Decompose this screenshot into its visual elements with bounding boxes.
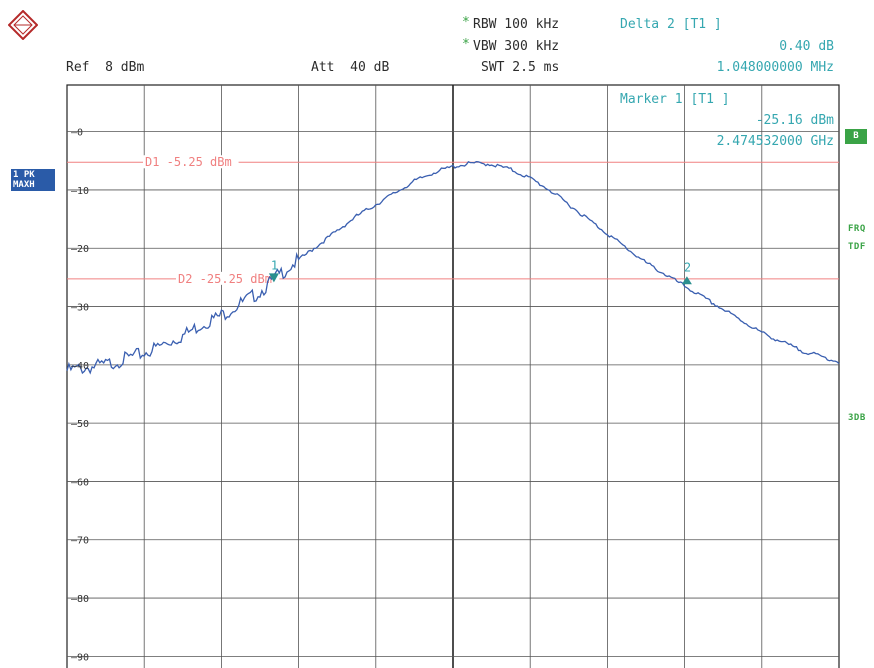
trace-line xyxy=(66,161,840,375)
y-tick-label: –80 xyxy=(71,594,89,605)
y-tick-label: –70 xyxy=(71,536,89,547)
display-lines: D1 -5.25 dBm D2 -25.25 dBm xyxy=(67,155,839,286)
y-tick-labels: –0 –10 –20 –30 –40 –50 –60 –70 –80 –90 xyxy=(71,128,89,664)
y-tick-label: –0 xyxy=(71,128,83,139)
trace-badge-line1: 1 PK xyxy=(13,170,35,180)
marker-1-triangle xyxy=(268,273,279,283)
delta-title: Delta 2 [T1 ] xyxy=(620,17,722,32)
3db-indicator: 3DB xyxy=(848,413,866,423)
sweep-time: SWT 2.5 ms xyxy=(481,60,560,75)
marker-frequency: 2.474532000 GHz xyxy=(716,134,834,149)
trace-badge: 1 PK MAXH xyxy=(11,169,55,191)
rohde-schwarz-logo-icon xyxy=(8,10,38,40)
display-line-label: D1 -5.25 dBm xyxy=(145,155,232,169)
ref-level: Ref 8 dBm xyxy=(66,60,145,75)
trace-group xyxy=(66,161,840,375)
y-tick-label: –60 xyxy=(71,477,89,488)
y-tick-label: –20 xyxy=(71,244,89,255)
trace-badge-line2: MAXH xyxy=(13,180,35,190)
marker-title: Marker 1 [T1 ] xyxy=(620,92,730,107)
marker-label: 1 xyxy=(271,258,278,272)
delta-frequency: 1.048000000 MHz xyxy=(716,60,834,75)
y-tick-label: –30 xyxy=(71,303,89,314)
b-indicator: B xyxy=(845,129,867,144)
marker-2-triangle xyxy=(681,276,692,285)
tdf-indicator: TDF xyxy=(848,242,866,252)
vbw: VBW 300 kHz xyxy=(473,39,560,54)
grid xyxy=(66,84,840,668)
rbw-star-icon: * xyxy=(462,15,470,30)
delta-value: 0.40 dB xyxy=(779,39,834,54)
y-tick-label: –10 xyxy=(71,186,89,197)
frq-indicator: FRQ xyxy=(848,224,866,234)
display-line-label-bg xyxy=(176,271,280,285)
y-tick-label: –50 xyxy=(71,419,89,430)
marker-label: 2 xyxy=(684,260,691,274)
marker-value: -25.16 dBm xyxy=(755,113,834,128)
rbw: RBW 100 kHz xyxy=(473,17,560,32)
vbw-star-icon: * xyxy=(462,37,470,52)
attenuation: Att 40 dB xyxy=(311,60,390,75)
y-tick-label: –40 xyxy=(71,361,89,372)
y-tick-label: –90 xyxy=(71,652,89,663)
display-line-label-bg xyxy=(143,155,239,169)
display-line-label: D2 -25.25 dBm xyxy=(178,272,272,286)
